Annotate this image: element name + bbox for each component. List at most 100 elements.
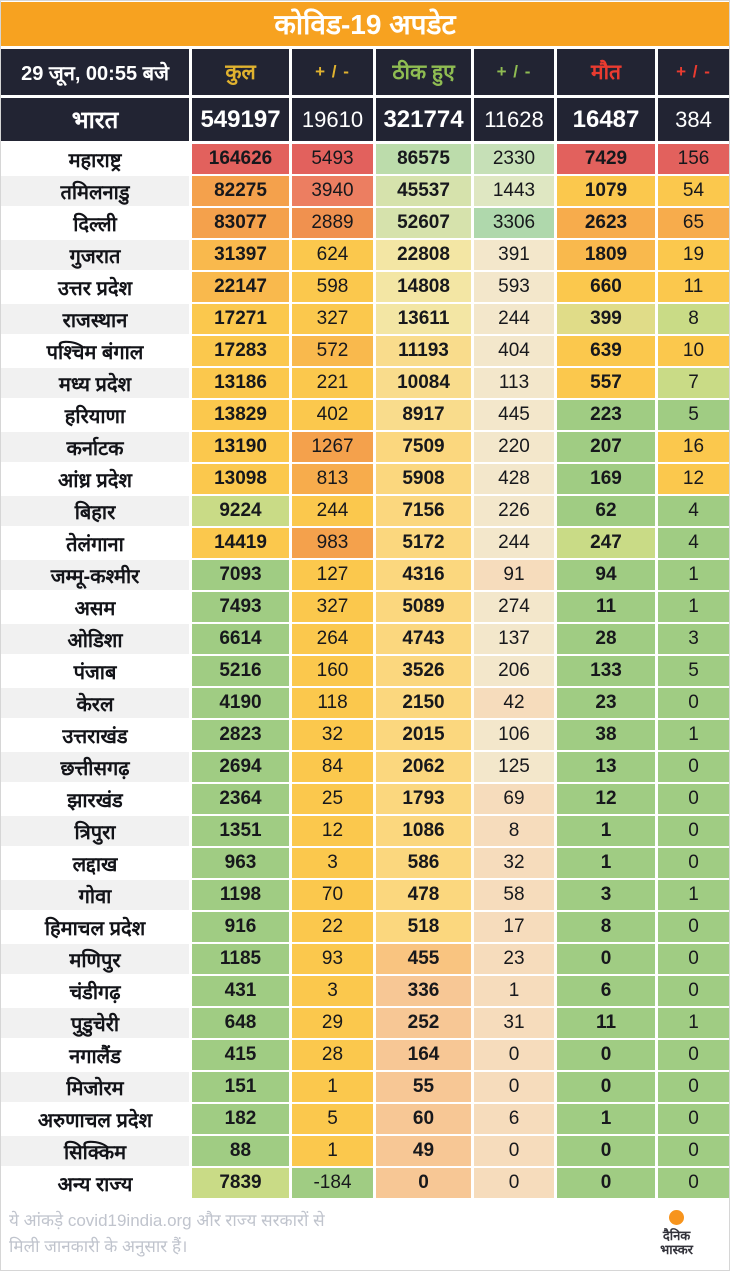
value-cell: 5216	[192, 656, 289, 686]
value-cell: 399	[557, 304, 655, 334]
value-cell: 151	[192, 1072, 289, 1102]
state-name: मणिपुर	[1, 944, 189, 974]
value-cell: 3	[292, 976, 373, 1006]
state-row: मणिपुर 1185 93 455 23 0 0	[1, 944, 729, 974]
india-value-2: 321774	[376, 98, 471, 141]
column-header-3: + / -	[474, 49, 554, 95]
state-row: झारखंड 2364 25 1793 69 12 0	[1, 784, 729, 814]
value-cell: 0	[474, 1168, 554, 1198]
value-cell: 1	[474, 976, 554, 1006]
value-cell: 274	[474, 592, 554, 622]
state-row: हिमाचल प्रदेश 916 22 518 17 8 0	[1, 912, 729, 942]
value-cell: 7839	[192, 1168, 289, 1198]
value-cell: 0	[658, 1040, 729, 1070]
value-cell: 2015	[376, 720, 471, 750]
state-row: उत्तर प्रदेश 22147 598 14808 593 660 11	[1, 272, 729, 302]
state-name: झारखंड	[1, 784, 189, 814]
value-cell: 1	[658, 1008, 729, 1038]
value-cell: 7	[658, 368, 729, 398]
value-cell: 42	[474, 688, 554, 718]
value-cell: 8917	[376, 400, 471, 430]
value-cell: 593	[474, 272, 554, 302]
state-name: सिक्किम	[1, 1136, 189, 1166]
value-cell: 598	[292, 272, 373, 302]
state-name: असम	[1, 592, 189, 622]
value-cell: 5172	[376, 528, 471, 558]
value-cell: 82275	[192, 176, 289, 206]
value-cell: 445	[474, 400, 554, 430]
header-row: 29 जून, 00:55 बजे कुल + / - ठीक हुए + / - मौ…	[1, 49, 729, 95]
value-cell: 29	[292, 1008, 373, 1038]
value-cell: 0	[557, 1168, 655, 1198]
value-cell: 4316	[376, 560, 471, 590]
logo-text-bottom: भास्कर	[660, 1242, 693, 1258]
value-cell: 13829	[192, 400, 289, 430]
state-row: आंध्र प्रदेश 13098 813 5908 428 169 12	[1, 464, 729, 494]
value-cell: 0	[557, 1072, 655, 1102]
value-cell: 5089	[376, 592, 471, 622]
value-cell: 415	[192, 1040, 289, 1070]
value-cell: 19	[658, 240, 729, 270]
value-cell: 6614	[192, 624, 289, 654]
value-cell: 0	[658, 1136, 729, 1166]
source-note: ये आंकड़े covid19india.org और राज्य सरका…	[9, 1208, 325, 1259]
value-cell: 4743	[376, 624, 471, 654]
column-header-1: + / -	[292, 49, 373, 95]
value-cell: 963	[192, 848, 289, 878]
value-cell: 1809	[557, 240, 655, 270]
value-cell: 1198	[192, 880, 289, 910]
value-cell: 336	[376, 976, 471, 1006]
value-cell: 13186	[192, 368, 289, 398]
value-cell: 0	[658, 1104, 729, 1134]
value-cell: 31	[474, 1008, 554, 1038]
value-cell: 391	[474, 240, 554, 270]
value-cell: 118	[292, 688, 373, 718]
value-cell: 11	[658, 272, 729, 302]
value-cell: 69	[474, 784, 554, 814]
state-name: उत्तर प्रदेश	[1, 272, 189, 302]
state-row: तमिलनाडु 82275 3940 45537 1443 1079 54	[1, 176, 729, 206]
value-cell: 0	[474, 1072, 554, 1102]
value-cell: 28	[292, 1040, 373, 1070]
value-cell: 639	[557, 336, 655, 366]
value-cell: 557	[557, 368, 655, 398]
value-cell: 31397	[192, 240, 289, 270]
state-row: अन्य राज्य 7839 -184 0 0 0 0	[1, 1168, 729, 1198]
dainik-bhaskar-logo: दैनिक भास्कर	[660, 1210, 693, 1258]
value-cell: 244	[474, 304, 554, 334]
value-cell: 0	[658, 912, 729, 942]
value-cell: 164626	[192, 144, 289, 174]
value-cell: 660	[557, 272, 655, 302]
value-cell: 1086	[376, 816, 471, 846]
state-name: हरियाणा	[1, 400, 189, 430]
value-cell: 8	[474, 816, 554, 846]
value-cell: 38	[557, 720, 655, 750]
value-cell: 327	[292, 592, 373, 622]
value-cell: 1267	[292, 432, 373, 462]
value-cell: 54	[658, 176, 729, 206]
state-table-body: महाराष्ट्र 164626 5493 86575 2330 7429 156 तमिल…	[1, 144, 729, 1198]
footer: ये आंकड़े covid19india.org और राज्य सरका…	[1, 1200, 729, 1259]
value-cell: 0	[658, 1168, 729, 1198]
value-cell: 5908	[376, 464, 471, 494]
state-name: अरुणाचल प्रदेश	[1, 1104, 189, 1134]
value-cell: 23	[474, 944, 554, 974]
value-cell: 8	[658, 304, 729, 334]
value-cell: 0	[658, 784, 729, 814]
state-row: लद्दाख 963 3 586 32 1 0	[1, 848, 729, 878]
value-cell: 106	[474, 720, 554, 750]
value-cell: 83077	[192, 208, 289, 238]
state-row: पंजाब 5216 160 3526 206 133 5	[1, 656, 729, 686]
value-cell: 28	[557, 624, 655, 654]
value-cell: 1	[557, 848, 655, 878]
state-row: मिजोरम 151 1 55 0 0 0	[1, 1072, 729, 1102]
value-cell: 7509	[376, 432, 471, 462]
state-row: केरल 4190 118 2150 42 23 0	[1, 688, 729, 718]
column-header-0: कुल	[192, 49, 289, 95]
value-cell: 70	[292, 880, 373, 910]
value-cell: 1	[658, 592, 729, 622]
value-cell: 0	[474, 1136, 554, 1166]
state-row: दिल्ली 83077 2889 52607 3306 2623 65	[1, 208, 729, 238]
india-row: भारत 549197 19610 321774 11628 16487 384	[1, 98, 729, 141]
